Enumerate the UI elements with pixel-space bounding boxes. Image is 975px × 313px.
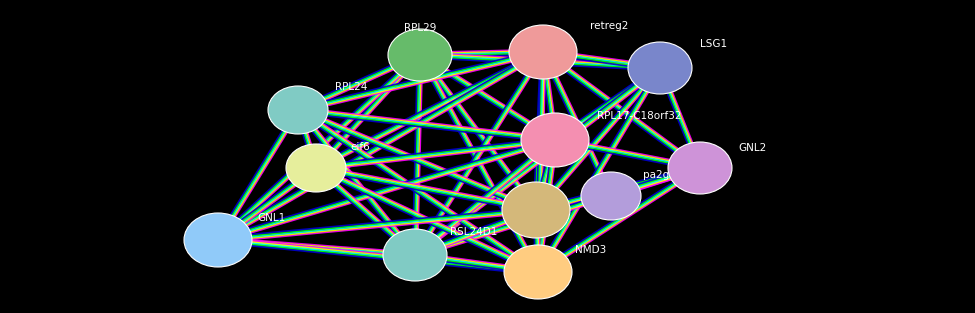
Text: RPL29: RPL29: [404, 23, 436, 33]
Text: pa2g: pa2g: [643, 170, 669, 180]
Ellipse shape: [383, 229, 447, 281]
Ellipse shape: [581, 172, 641, 220]
Text: NMD3: NMD3: [575, 245, 606, 255]
Text: eif6: eif6: [350, 142, 370, 152]
Ellipse shape: [286, 144, 346, 192]
Ellipse shape: [521, 113, 589, 167]
Ellipse shape: [268, 86, 328, 134]
Text: GNL2: GNL2: [738, 143, 766, 153]
Ellipse shape: [628, 42, 692, 94]
Ellipse shape: [184, 213, 252, 267]
Text: RPL17-C18orf32: RPL17-C18orf32: [597, 111, 682, 121]
Ellipse shape: [504, 245, 572, 299]
Ellipse shape: [509, 25, 577, 79]
Text: RPL24: RPL24: [335, 82, 368, 92]
Text: LSG1: LSG1: [700, 39, 727, 49]
Ellipse shape: [668, 142, 732, 194]
Ellipse shape: [388, 29, 452, 81]
Text: GNL1: GNL1: [257, 213, 286, 223]
Text: RSL24D1: RSL24D1: [450, 227, 497, 237]
Text: retreg2: retreg2: [590, 21, 628, 31]
Ellipse shape: [502, 182, 570, 238]
